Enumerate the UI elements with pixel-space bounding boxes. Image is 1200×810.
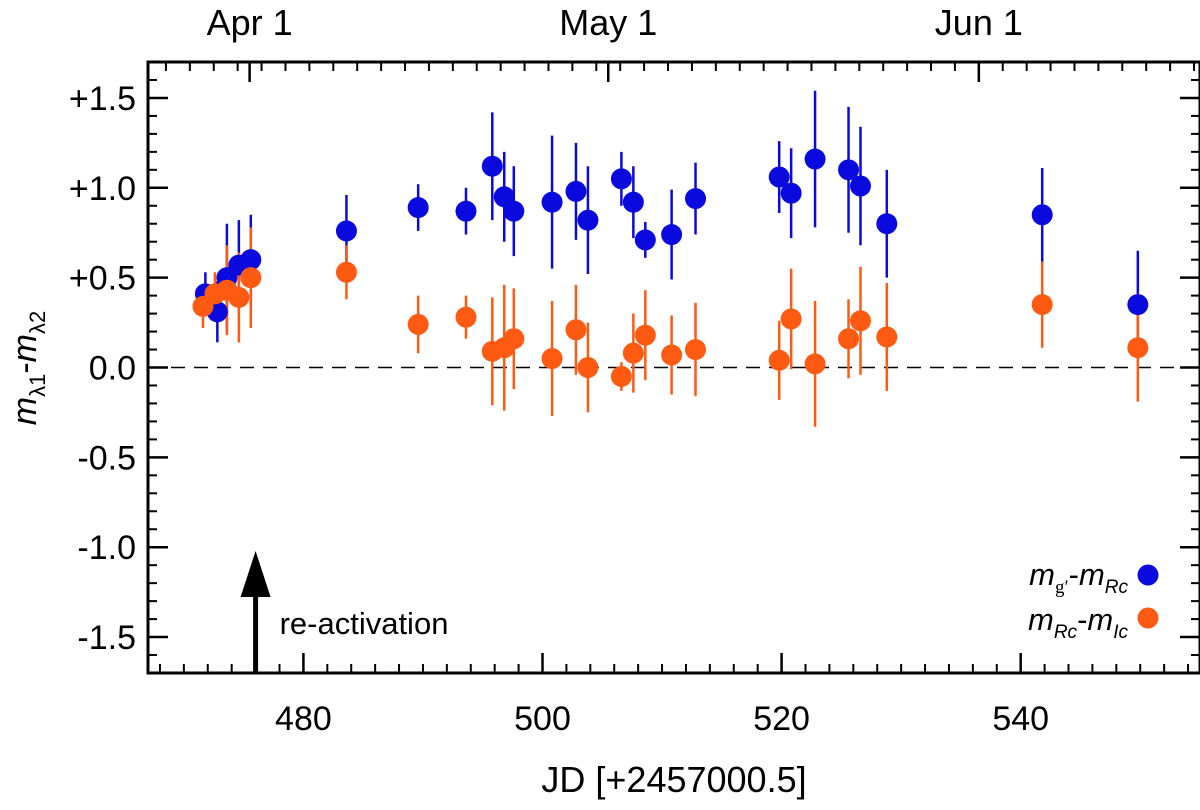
legend-marker-rc-ic: [1137, 607, 1159, 629]
y-tick-label: +0.5: [69, 260, 136, 298]
y-tick-label: -1.5: [77, 619, 136, 657]
point-g-rc: [503, 200, 525, 222]
point-g-rc: [407, 197, 429, 219]
point-rc-ic: [876, 326, 898, 348]
data-points: [192, 148, 1149, 387]
point-rc-ic: [565, 319, 587, 341]
x-tick-label: 520: [753, 700, 810, 738]
top-date-label: Apr 1: [207, 2, 293, 43]
point-g-rc: [634, 229, 656, 251]
point-g-rc: [481, 155, 503, 177]
point-rc-ic: [541, 348, 563, 370]
point-rc-ic: [804, 353, 826, 375]
point-rc-ic: [503, 328, 525, 350]
top-date-label: Jun 1: [935, 2, 1023, 43]
minor-ticks: [148, 62, 1200, 673]
point-g-rc: [768, 166, 790, 188]
legend-marker-g-rc: [1137, 564, 1159, 586]
point-g-rc: [804, 148, 826, 170]
point-g-rc: [565, 180, 587, 202]
x-tick-label: 500: [514, 700, 571, 738]
point-g-rc: [541, 191, 563, 213]
point-rc-ic: [685, 339, 707, 361]
point-rc-ic: [838, 328, 860, 350]
top-date-label: May 1: [559, 2, 657, 43]
y-tick-label: -1.0: [77, 529, 136, 567]
x-axis-label: JD [+2457000.5]: [541, 759, 806, 800]
point-g-rc: [622, 191, 644, 213]
point-rc-ic: [849, 310, 871, 332]
point-g-rc: [1127, 294, 1149, 316]
point-rc-ic: [577, 357, 599, 378]
point-rc-ic: [1031, 294, 1053, 316]
major-ticks: [148, 62, 1200, 673]
y-tick-label: +1.5: [69, 80, 136, 118]
point-rc-ic: [1127, 337, 1149, 359]
point-g-rc: [849, 175, 871, 197]
point-rc-ic: [634, 324, 656, 346]
top-date-labels: Apr 1 May 1 Jun 1: [207, 2, 1023, 43]
reactivation-label: re-activation: [280, 606, 449, 641]
point-g-rc: [780, 182, 802, 204]
point-g-rc: [335, 220, 357, 242]
point-rc-ic: [335, 261, 357, 283]
legend-label-g-rc: mg′-mRc: [1029, 557, 1128, 598]
point-rc-ic: [407, 313, 429, 335]
point-rc-ic: [455, 306, 477, 328]
legend-label-rc-ic: mRc-mIc: [1028, 602, 1128, 643]
point-rc-ic: [228, 286, 250, 308]
point-g-rc: [1031, 204, 1053, 226]
point-rc-ic: [240, 267, 262, 289]
point-g-rc: [610, 168, 632, 190]
x-tick-label: 540: [992, 700, 1049, 738]
point-g-rc: [685, 188, 707, 210]
point-rc-ic: [622, 342, 644, 364]
y-axis-label: mλ1-mλ2: [6, 311, 50, 425]
y-tick-label: -0.5: [77, 439, 136, 477]
reactivation-arrow: [240, 551, 271, 673]
x-tick-labels: 480 500 520 540: [275, 700, 1049, 738]
legend: mg′-mRc mRc-mIc: [1028, 557, 1159, 643]
x-tick-label: 480: [275, 700, 332, 738]
point-g-rc: [838, 159, 860, 181]
y-tick-label: +1.0: [69, 170, 136, 208]
point-rc-ic: [661, 344, 683, 366]
point-rc-ic: [768, 349, 790, 371]
error-bars: [201, 90, 1140, 427]
point-g-rc: [876, 213, 898, 235]
y-tick-labels: +1.5 +1.0 +0.5 0.0 -0.5 -1.0 -1.5: [69, 80, 136, 657]
point-rc-ic: [610, 365, 632, 387]
point-g-rc: [455, 200, 477, 222]
point-g-rc: [577, 209, 599, 231]
point-g-rc: [240, 249, 262, 271]
point-rc-ic: [780, 308, 802, 330]
point-g-rc: [661, 224, 683, 246]
y-tick-label: 0.0: [89, 350, 136, 388]
